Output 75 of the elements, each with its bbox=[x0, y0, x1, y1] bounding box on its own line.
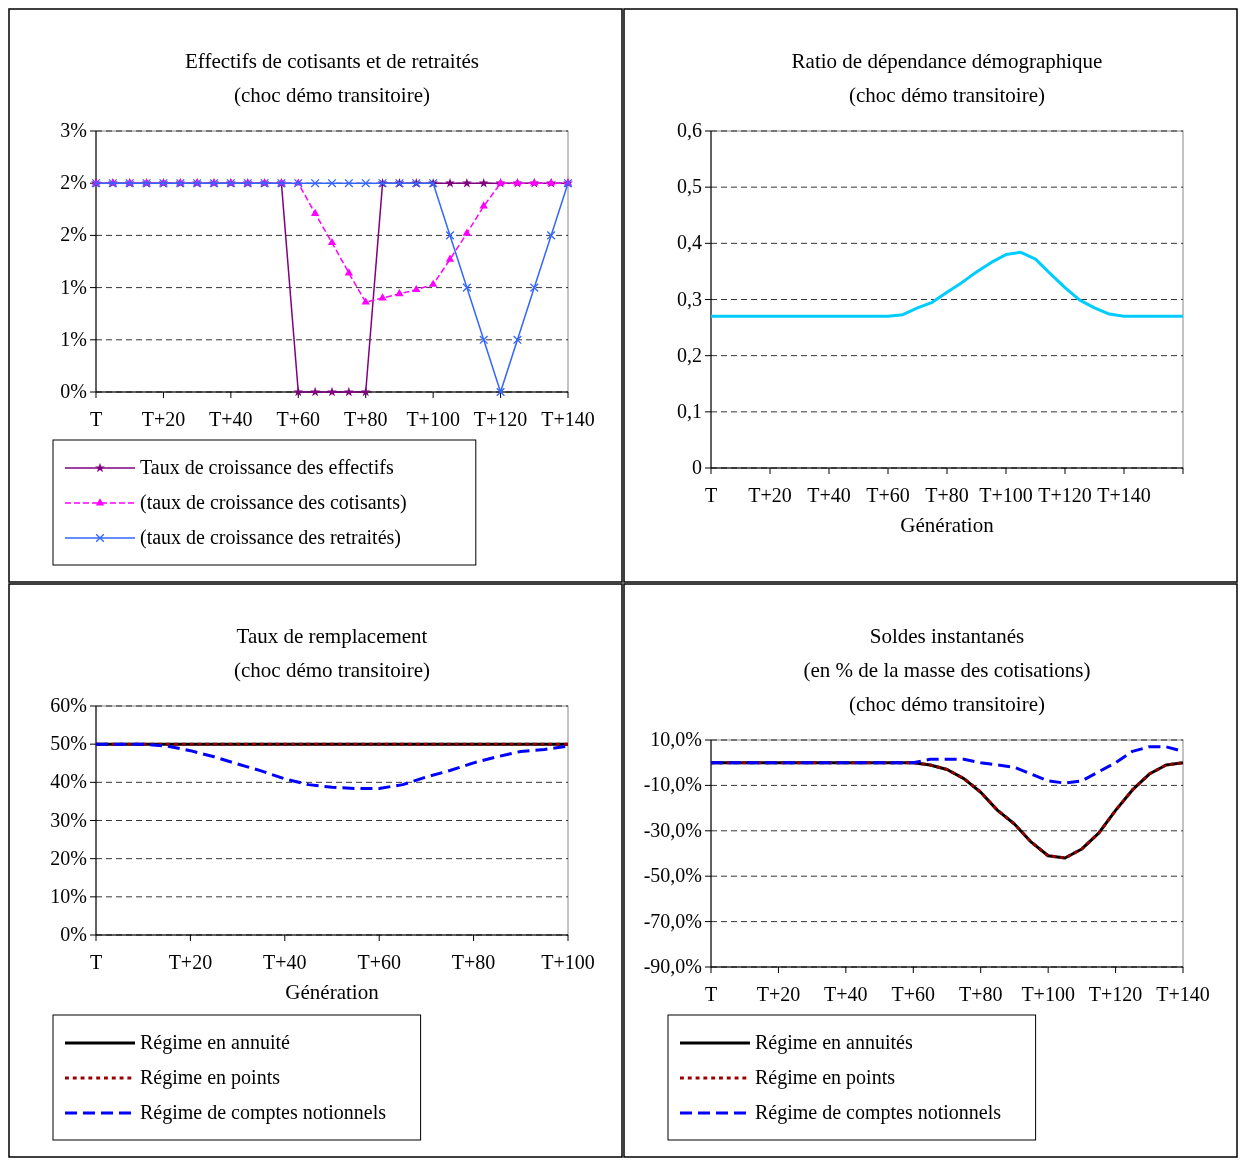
x-tick-label: T+120 bbox=[1038, 484, 1092, 506]
x-tick-label: T+100 bbox=[541, 951, 595, 973]
x-tick-label: T+40 bbox=[807, 484, 851, 506]
x-tick-label: T+20 bbox=[168, 951, 213, 973]
legend-label: Régime en annuité bbox=[140, 1031, 291, 1054]
x-tick-label: T+20 bbox=[756, 983, 801, 1005]
chart-subtitle: (choc démo transitoire) bbox=[234, 658, 430, 682]
y-tick-label: 0% bbox=[60, 380, 87, 402]
x-tick-label: T bbox=[704, 484, 718, 506]
chart-title: Taux de remplacement bbox=[236, 624, 428, 648]
legend-label: Régime de comptes notionnels bbox=[755, 1101, 1002, 1124]
x-tick-label: T+100 bbox=[1021, 983, 1075, 1005]
y-tick-label: 0,2 bbox=[677, 343, 702, 366]
y-tick-label: 0% bbox=[60, 923, 87, 945]
y-tick-label: 20% bbox=[50, 846, 87, 869]
x-tick-label: T bbox=[704, 983, 718, 1005]
x-axis-title: Génération bbox=[285, 980, 380, 1004]
chart-subtitle: (choc démo transitoire) bbox=[849, 83, 1045, 107]
y-tick-label: 10% bbox=[50, 884, 87, 907]
y-tick-label: 10,0% bbox=[650, 728, 702, 750]
legend-label: Régime de comptes notionnels bbox=[140, 1101, 387, 1124]
y-tick-label: 0,1 bbox=[677, 399, 702, 422]
y-tick-label: 1% bbox=[60, 275, 87, 298]
y-tick-label: -70,0% bbox=[643, 909, 702, 932]
legend-label: Régime en annuités bbox=[755, 1031, 913, 1054]
x-tick-label: T+20 bbox=[141, 408, 186, 430]
x-tick-label: T+120 bbox=[473, 408, 528, 430]
x-tick-label: T+100 bbox=[979, 484, 1033, 506]
chart-title: Soldes instantanés bbox=[869, 624, 1025, 648]
x-tick-label: T+100 bbox=[406, 408, 460, 430]
x-tick-label: T+80 bbox=[958, 983, 1003, 1005]
y-tick-label: -50,0% bbox=[643, 864, 702, 887]
x-tick-label: T bbox=[89, 408, 103, 430]
x-tick-label: T bbox=[89, 951, 103, 973]
y-tick-label: -30,0% bbox=[643, 818, 702, 841]
y-tick-label: 1% bbox=[60, 327, 87, 350]
x-tick-label: T+140 bbox=[1097, 484, 1151, 506]
y-tick-label: 50% bbox=[50, 732, 87, 755]
x-tick-label: T+80 bbox=[925, 484, 969, 506]
legend-label: (taux de croissance des cotisants) bbox=[140, 491, 407, 514]
x-axis-title: Génération bbox=[900, 513, 995, 537]
y-tick-label: 0,3 bbox=[677, 287, 702, 310]
y-tick-label: -90,0% bbox=[643, 955, 702, 977]
x-tick-label: T+60 bbox=[891, 983, 936, 1005]
y-tick-label: 60% bbox=[50, 694, 87, 716]
chart-subtitle: (en % de la masse des cotisations) (choc démo transitoire) bbox=[803, 658, 1091, 716]
legend-label: Régime en points bbox=[755, 1066, 896, 1089]
x-tick-label: T+40 bbox=[263, 951, 307, 973]
x-tick-label: T+120 bbox=[1088, 983, 1143, 1005]
y-tick-label: -10,0% bbox=[643, 773, 702, 796]
x-tick-label: T+140 bbox=[1156, 983, 1210, 1005]
x-tick-label: T+80 bbox=[343, 408, 388, 430]
y-tick-label: 0 bbox=[692, 456, 702, 478]
y-tick-label: 0,5 bbox=[677, 175, 702, 198]
legend-label: (taux de croissance des retraités) bbox=[140, 526, 401, 549]
x-tick-label: T+60 bbox=[357, 951, 401, 973]
x-tick-label: T+40 bbox=[209, 408, 253, 430]
y-tick-label: 30% bbox=[50, 808, 87, 831]
y-tick-label: 3% bbox=[60, 119, 87, 141]
x-tick-label: T+140 bbox=[541, 408, 595, 430]
y-tick-label: 2% bbox=[60, 223, 87, 246]
x-tick-label: T+60 bbox=[276, 408, 321, 430]
x-tick-label: T+40 bbox=[824, 983, 868, 1005]
x-tick-label: T+80 bbox=[451, 951, 496, 973]
y-tick-label: 0,6 bbox=[677, 119, 702, 141]
y-tick-label: 2% bbox=[60, 171, 87, 194]
y-tick-label: 40% bbox=[50, 770, 87, 793]
chart-title: Ratio de dépendance démographique bbox=[791, 49, 1103, 73]
y-tick-label: 0,4 bbox=[677, 231, 702, 254]
legend-label: Taux de croissance des effectifs bbox=[140, 456, 394, 478]
chart-subtitle: (choc démo transitoire) bbox=[234, 83, 430, 107]
legend-label: Régime en points bbox=[140, 1066, 281, 1089]
x-tick-label: T+60 bbox=[866, 484, 910, 506]
x-tick-label: T+20 bbox=[748, 484, 792, 506]
chart-title: Effectifs de cotisants et de retraités bbox=[184, 49, 480, 73]
